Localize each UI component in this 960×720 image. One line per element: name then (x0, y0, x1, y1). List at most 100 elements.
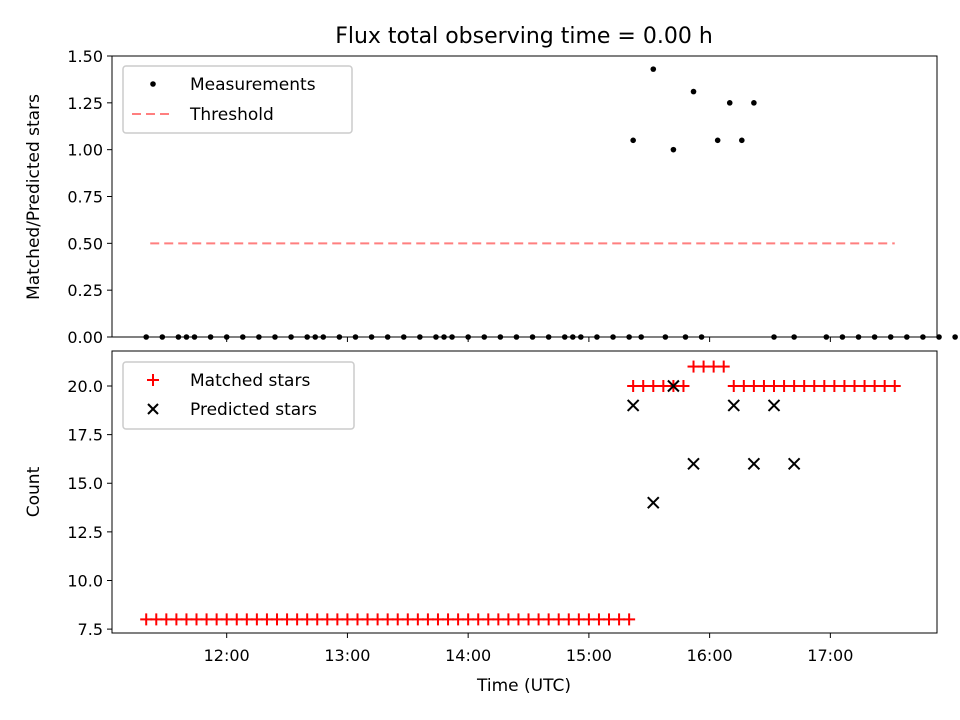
measurement-point (352, 334, 359, 340)
measurement-point (578, 334, 584, 340)
top-ytick-label-6: 1.50 (67, 47, 103, 66)
matched-stars-point (838, 380, 851, 393)
matched-stars-point (677, 380, 690, 393)
bottom-legend-box (122, 361, 355, 430)
matched-stars-point (717, 360, 730, 373)
measurement-point (400, 334, 407, 340)
matched-stars-point (647, 380, 660, 393)
measurement-point (670, 146, 677, 153)
matched-stars-point (291, 613, 304, 626)
predicted-stars-point (747, 457, 761, 471)
matched-stars-point (371, 613, 384, 626)
top-axes: 0.00 0.25 0.50 0.75 1.00 1.25 1.50 Matched/Pre… (24, 47, 958, 347)
measurement-point (336, 334, 343, 340)
matched-stars-point (160, 613, 173, 626)
measurement-point (726, 100, 733, 106)
matched-stars-point (522, 613, 535, 626)
matched-stars-point (472, 613, 485, 626)
measurement-point (207, 334, 214, 340)
measurement-point (650, 66, 657, 72)
measurement-point (662, 334, 669, 340)
matched-stars-point (603, 613, 616, 626)
measurement-point (739, 137, 745, 144)
top-ytick-label-2: 0.50 (67, 234, 103, 253)
matched-stars-point (768, 380, 781, 393)
predicted-stars-point (787, 457, 801, 471)
matched-stars-point (200, 613, 213, 626)
measurement-point (513, 334, 520, 340)
matched-stars-point (492, 613, 505, 626)
measurement-point (569, 334, 576, 340)
matched-stars-point (747, 380, 760, 393)
measurement-point (690, 88, 697, 95)
matched-stars-point (532, 613, 545, 626)
measurement-point (626, 334, 632, 340)
top-ytick-label-3: 0.75 (67, 188, 103, 207)
bottom-xtick-label-5: 17:00 (807, 646, 853, 665)
matched-stars-point (552, 613, 565, 626)
matched-stars-point (431, 613, 444, 626)
matched-stars-point (361, 613, 374, 626)
matched-stars-point (788, 380, 801, 393)
matched-stars-point (321, 613, 334, 626)
measurement-point (384, 334, 391, 340)
matched-stars-point (657, 380, 670, 393)
predicted-stars-point (687, 457, 700, 471)
measurement-point (256, 334, 262, 340)
measurement-point (871, 334, 878, 340)
legend-matched-label: Matched stars (190, 371, 310, 391)
matched-stars-point (818, 380, 831, 393)
legend-predicted-label: Predicted stars (190, 400, 317, 420)
matched-stars-point (848, 380, 861, 393)
matched-stars-point (828, 380, 841, 393)
matched-stars-point (592, 613, 605, 626)
matched-stars-point (687, 360, 700, 373)
legend-measurements-label: Measurements (190, 75, 316, 95)
top-yticks: 0.00 0.25 0.50 0.75 1.00 1.25 1.50 (67, 47, 112, 347)
measurement-point (594, 334, 600, 340)
matched-stars-point (808, 380, 821, 393)
measurement-point (638, 334, 645, 340)
matched-stars-point (512, 613, 525, 626)
measurement-point (481, 334, 488, 340)
measurement-point (143, 334, 150, 340)
matched-stars-point (190, 613, 203, 626)
matched-stars-point (311, 613, 324, 626)
matched-stars-point (351, 613, 364, 626)
measurement-point (272, 334, 278, 340)
matched-stars-point (381, 613, 394, 626)
measurement-point (771, 334, 777, 340)
measurement-point (175, 334, 182, 340)
measurement-point (561, 334, 568, 340)
matched-stars-point (240, 613, 253, 626)
bottom-legend: Matched stars Predicted stars (122, 361, 355, 430)
measurement-point (312, 334, 319, 340)
measurement-point (791, 334, 797, 340)
matched-stars-point (757, 380, 770, 393)
matched-stars-point (452, 613, 465, 626)
measurement-point (183, 334, 190, 340)
bottom-xticks: 12:00 13:00 14:00 15:00 16:00 17:00 (204, 633, 853, 665)
predicted-stars-point (727, 399, 740, 412)
top-ytick-label-0: 0.00 (67, 328, 103, 347)
matched-stars-point (542, 613, 555, 626)
top-ytick-label-1: 0.25 (67, 281, 103, 300)
legend-measurements-marker (150, 81, 156, 87)
matched-stars-point (637, 380, 650, 393)
matched-stars-point (220, 613, 233, 626)
bottom-xtick-label-3: 15:00 (566, 646, 612, 665)
matched-stars-point (613, 613, 626, 626)
measurement-point (920, 334, 926, 340)
matched-stars-point (888, 380, 901, 393)
top-ylabel: Matched/Predicted stars (24, 94, 44, 300)
measurement-point (465, 334, 471, 340)
legend-matched-marker (147, 374, 159, 386)
matched-stars-point (301, 613, 314, 626)
matched-stars-point (170, 613, 183, 626)
matched-stars-point (210, 613, 223, 626)
measurement-point (751, 100, 757, 106)
bottom-yticks: 7.5 10.0 12.5 15.0 17.5 20.0 (67, 377, 112, 639)
bottom-xtick-label-4: 16:00 (687, 646, 733, 665)
measurement-point (714, 137, 721, 144)
matched-stars-point (260, 613, 273, 626)
